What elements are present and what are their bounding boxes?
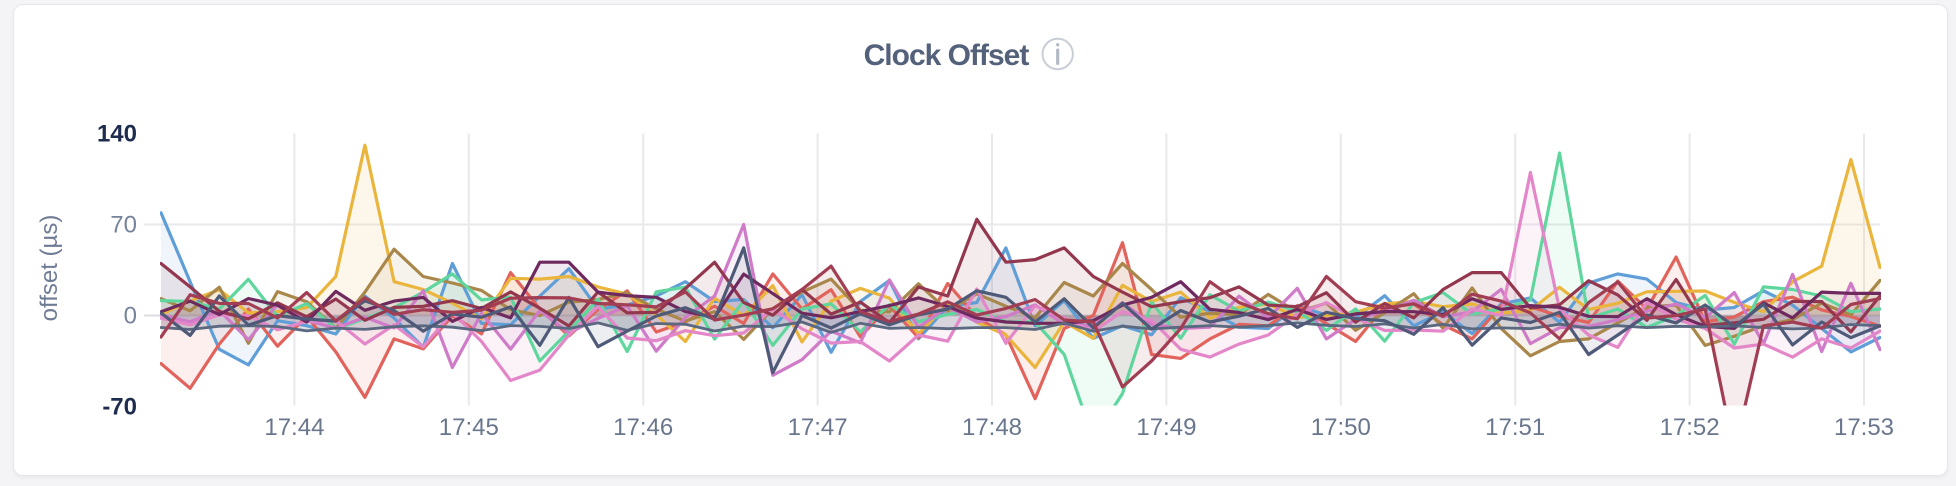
svg-text:70: 70: [110, 212, 137, 239]
svg-text:17:53: 17:53: [1834, 414, 1894, 441]
svg-text:Clock Offset: Clock Offset: [864, 39, 1030, 72]
svg-text:17:51: 17:51: [1485, 414, 1545, 441]
svg-text:17:44: 17:44: [264, 414, 324, 441]
svg-text:17:46: 17:46: [613, 414, 673, 441]
svg-text:0: 0: [124, 303, 137, 330]
svg-text:17:47: 17:47: [788, 414, 848, 441]
svg-text:offset (µs): offset (µs): [36, 215, 63, 322]
svg-text:17:49: 17:49: [1136, 414, 1196, 441]
svg-text:17:45: 17:45: [439, 414, 499, 441]
svg-text:17:50: 17:50: [1311, 414, 1371, 441]
svg-text:140: 140: [97, 121, 137, 148]
svg-text:17:48: 17:48: [962, 414, 1022, 441]
svg-text:17:52: 17:52: [1660, 414, 1720, 441]
svg-text:-70: -70: [102, 394, 137, 421]
